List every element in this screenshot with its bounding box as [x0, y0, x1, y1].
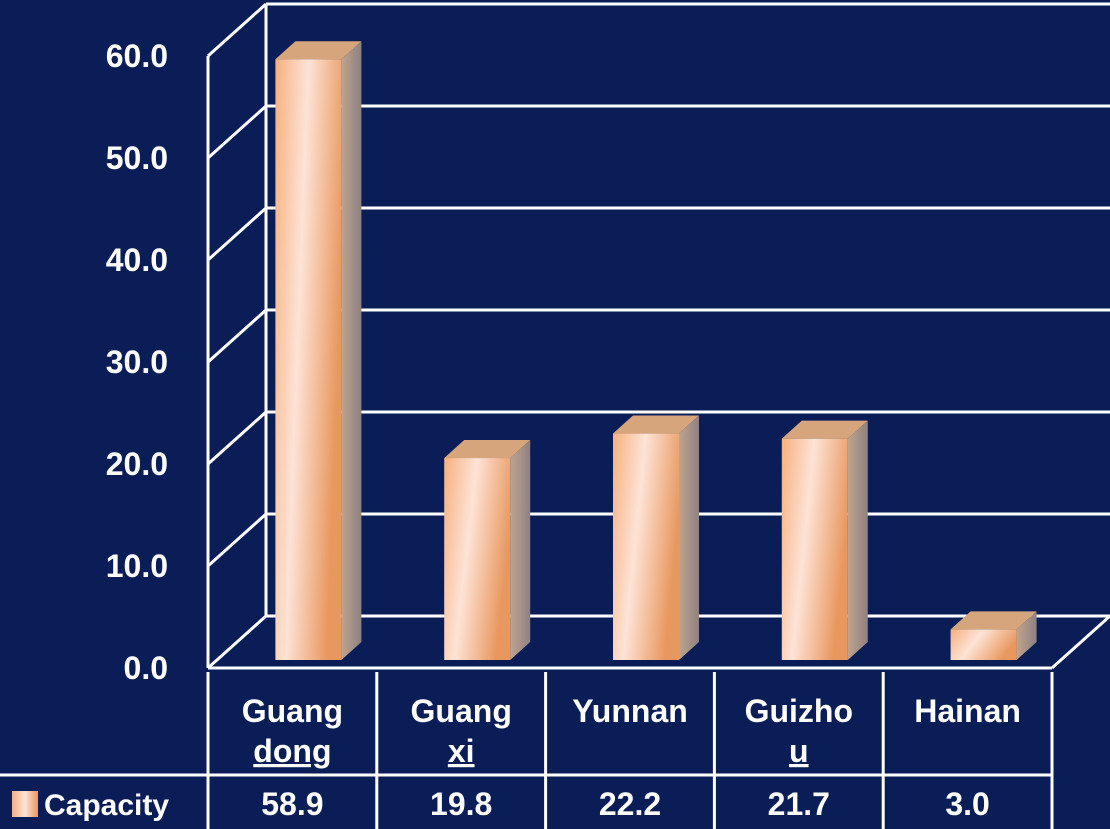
- bars: [275, 41, 1037, 661]
- category-label-line: Guang: [242, 693, 343, 729]
- bar: [781, 420, 868, 660]
- bar-side: [679, 415, 699, 660]
- bar: [444, 440, 531, 660]
- legend-label: Capacity: [44, 789, 169, 822]
- bar-top: [275, 41, 362, 60]
- category-label: Hainan: [914, 693, 1021, 729]
- y-tick-label: 40.0: [106, 242, 168, 278]
- bar-side: [510, 440, 531, 660]
- category-label: Guizho u: [745, 693, 853, 769]
- gridline-side: [206, 308, 268, 364]
- data-value-label: 3.0: [945, 786, 989, 822]
- category-label: Guang xi: [411, 693, 512, 769]
- category-label-line: Hainan: [914, 693, 1021, 729]
- data-value-label: 58.9: [261, 786, 323, 822]
- y-tick-label: 50.0: [106, 140, 168, 176]
- data-value-label: 21.7: [768, 786, 830, 822]
- category-label-line: Guizho: [745, 693, 853, 729]
- bar-front: [781, 438, 848, 660]
- gridline-side: [206, 104, 268, 160]
- y-tick-label: 60.0: [106, 38, 168, 74]
- data-table: Guang dong Guang xi Yunnan Guizho u Hainan Capac…: [0, 672, 1054, 829]
- bar: [613, 415, 699, 660]
- gridline-side: [206, 614, 268, 670]
- y-axis: 0.0 10.0 20.0 30.0 40.0 50.0 60.0: [106, 38, 168, 686]
- bar-top: [444, 440, 531, 459]
- data-value-label: 19.8: [430, 786, 492, 822]
- bar-side: [1016, 611, 1037, 660]
- bar-top: [950, 611, 1037, 630]
- legend-swatch: [12, 791, 38, 817]
- category-label: Guang dong: [242, 693, 343, 769]
- gridline-side: [206, 512, 268, 568]
- bar-top: [781, 420, 868, 439]
- bar: [275, 41, 362, 661]
- bar-front: [444, 458, 511, 660]
- category-label-line: dong: [253, 733, 331, 769]
- bar-front: [950, 629, 1017, 660]
- data-value-label: 22.2: [599, 786, 661, 822]
- gridline-side: [206, 410, 268, 466]
- category-label-line: u: [789, 733, 809, 769]
- category-label-line: Yunnan: [572, 693, 688, 729]
- y-tick-label: 30.0: [106, 344, 168, 380]
- bar: [950, 611, 1037, 660]
- bar-side: [341, 41, 362, 661]
- category-label-line: xi: [448, 733, 475, 769]
- category-label: Yunnan: [572, 693, 688, 729]
- y-tick-label: 20.0: [106, 446, 168, 482]
- gridline-side: [206, 206, 268, 262]
- y-tick-label: 10.0: [106, 548, 168, 584]
- category-label-line: Guang: [411, 693, 512, 729]
- gridline-side: [206, 2, 268, 58]
- bar-side: [847, 420, 868, 660]
- y-tick-label: 0.0: [124, 650, 168, 686]
- bar-top: [613, 415, 699, 434]
- bar-front: [613, 433, 679, 660]
- floor-right-edge: [1050, 614, 1110, 670]
- bar-front: [275, 59, 342, 661]
